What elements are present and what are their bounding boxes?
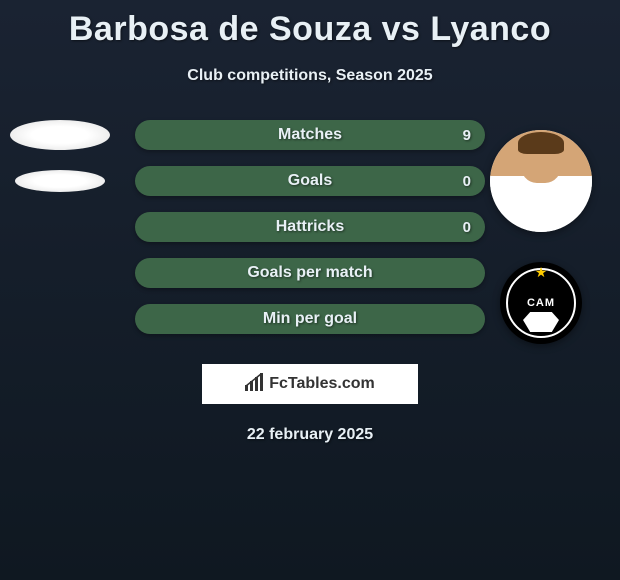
branding-badge: FcTables.com bbox=[202, 364, 418, 404]
stat-row-goals: Goals 0 bbox=[135, 166, 485, 196]
player1-avatar-placeholder bbox=[10, 120, 110, 150]
stat-row-hattricks: Hattricks 0 bbox=[135, 212, 485, 242]
right-player-panel: ★ CAM bbox=[490, 130, 592, 344]
page-subtitle: Club competitions, Season 2025 bbox=[0, 67, 620, 85]
page-title: Barbosa de Souza vs Lyanco bbox=[0, 0, 620, 49]
stat-value-right: 0 bbox=[463, 219, 471, 236]
player-portrait-icon bbox=[490, 130, 592, 232]
footer-date: 22 february 2025 bbox=[0, 426, 620, 444]
stat-label: Min per goal bbox=[263, 310, 357, 328]
stat-label: Goals bbox=[288, 172, 332, 190]
player2-avatar bbox=[490, 130, 592, 232]
club-badge-label: CAM bbox=[527, 297, 555, 309]
star-icon: ★ bbox=[535, 264, 548, 281]
stat-value-right: 0 bbox=[463, 173, 471, 190]
player1-club-placeholder bbox=[15, 170, 105, 192]
stat-label: Hattricks bbox=[276, 218, 344, 236]
stat-row-min-per-goal: Min per goal bbox=[135, 304, 485, 334]
chart-icon bbox=[245, 373, 265, 396]
stat-row-goals-per-match: Goals per match bbox=[135, 258, 485, 288]
branding-text: FcTables.com bbox=[269, 375, 375, 393]
left-player-panel bbox=[10, 120, 110, 192]
stat-label: Matches bbox=[278, 126, 342, 144]
stat-value-right: 9 bbox=[463, 127, 471, 144]
stat-row-matches: Matches 9 bbox=[135, 120, 485, 150]
stat-label: Goals per match bbox=[247, 264, 372, 282]
player2-club-badge: ★ CAM bbox=[500, 262, 582, 344]
